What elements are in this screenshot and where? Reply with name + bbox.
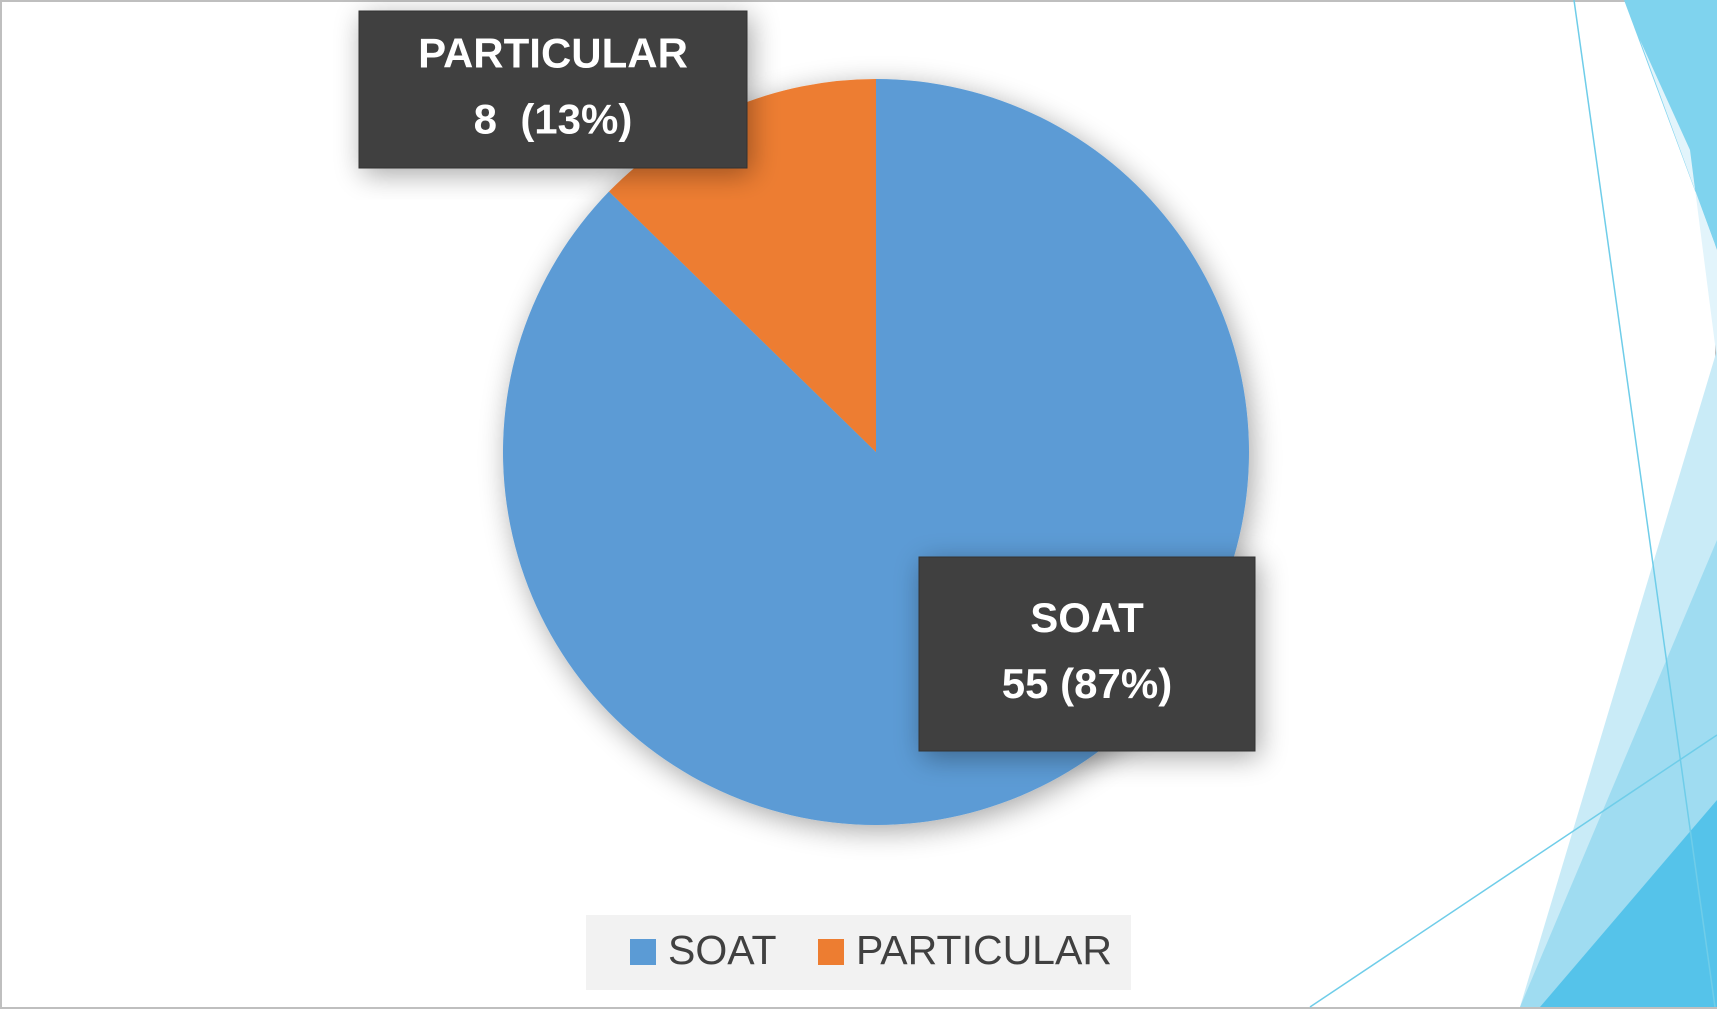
plot-area: SOAT 55 (87%) PARTICULAR 8 (13%) SOAT PARTICU… xyxy=(358,10,1256,990)
legend-swatch xyxy=(818,939,844,965)
legend-label: PARTICULAR xyxy=(856,927,1112,973)
legend-label: SOAT xyxy=(668,927,777,973)
data-label-name: PARTICULAR xyxy=(418,30,688,77)
legend-box xyxy=(586,915,1131,990)
data-label-value: 55 (87%) xyxy=(1002,660,1172,707)
decoration xyxy=(1309,0,1717,1008)
pie-slice xyxy=(608,79,876,452)
data-label-name: SOAT xyxy=(1030,594,1144,641)
data-label-box xyxy=(358,10,748,169)
data-label-box xyxy=(918,556,1256,752)
data-label-value: 8 (13%) xyxy=(474,96,633,143)
legend-swatch xyxy=(630,939,656,965)
